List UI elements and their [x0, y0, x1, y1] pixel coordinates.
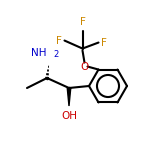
Text: F: F [56, 36, 62, 46]
Text: 2: 2 [53, 50, 58, 59]
Polygon shape [67, 88, 71, 106]
Text: NH: NH [31, 48, 47, 58]
Text: O: O [80, 62, 89, 72]
Text: OH: OH [61, 111, 77, 121]
Text: F: F [79, 17, 85, 27]
Text: F: F [102, 38, 107, 48]
